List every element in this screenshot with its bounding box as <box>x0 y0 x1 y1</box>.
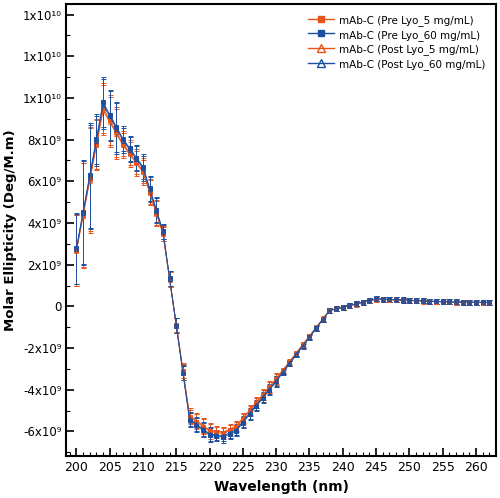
mAb-C (Post Lyo_60 mg/mL) <box>194 421 200 427</box>
mAb-C (Pre Lyo_60 mg/mL) <box>194 422 200 428</box>
mAb-C (Post Lyo_60 mg/mL) <box>206 431 212 437</box>
Line: mAb-C (Post Lyo_5 mg/mL): mAb-C (Post Lyo_5 mg/mL) <box>74 109 491 434</box>
mAb-C (Pre Lyo_5 mg/mL) <box>293 351 299 357</box>
mAb-C (Pre Lyo_60 mg/mL) <box>100 100 106 106</box>
mAb-C (Post Lyo_5 mg/mL) <box>194 417 200 423</box>
mAb-C (Post Lyo_5 mg/mL) <box>280 367 286 373</box>
mAb-C (Pre Lyo_60 mg/mL) <box>220 434 226 440</box>
mAb-C (Post Lyo_60 mg/mL) <box>293 352 299 358</box>
mAb-C (Pre Lyo_5 mg/mL) <box>280 368 286 374</box>
mAb-C (Pre Lyo_60 mg/mL) <box>206 432 212 438</box>
mAb-C (Pre Lyo_60 mg/mL) <box>480 299 486 305</box>
mAb-C (Pre Lyo_5 mg/mL) <box>486 300 492 306</box>
Legend: mAb-C (Pre Lyo_5 mg/mL), mAb-C (Pre Lyo_60 mg/mL), mAb-C (Post Lyo_5 mg/mL), mAb: mAb-C (Pre Lyo_5 mg/mL), mAb-C (Pre Lyo_… <box>302 9 490 75</box>
mAb-C (Post Lyo_5 mg/mL) <box>480 299 486 305</box>
mAb-C (Pre Lyo_5 mg/mL) <box>373 296 379 302</box>
mAb-C (Pre Lyo_60 mg/mL) <box>293 352 299 358</box>
mAb-C (Pre Lyo_60 mg/mL) <box>280 370 286 375</box>
mAb-C (Pre Lyo_60 mg/mL) <box>74 246 80 251</box>
mAb-C (Post Lyo_60 mg/mL) <box>486 299 492 305</box>
mAb-C (Post Lyo_5 mg/mL) <box>220 429 226 435</box>
mAb-C (Post Lyo_5 mg/mL) <box>74 248 80 253</box>
mAb-C (Post Lyo_60 mg/mL) <box>280 369 286 375</box>
mAb-C (Post Lyo_60 mg/mL) <box>480 299 486 305</box>
mAb-C (Post Lyo_5 mg/mL) <box>373 296 379 302</box>
mAb-C (Pre Lyo_5 mg/mL) <box>220 430 226 436</box>
mAb-C (Pre Lyo_5 mg/mL) <box>194 419 200 425</box>
mAb-C (Post Lyo_5 mg/mL) <box>293 350 299 356</box>
mAb-C (Post Lyo_60 mg/mL) <box>74 246 80 252</box>
Y-axis label: Molar Ellipticity (Deg/M.m): Molar Ellipticity (Deg/M.m) <box>4 129 17 331</box>
mAb-C (Pre Lyo_5 mg/mL) <box>206 428 212 434</box>
Line: mAb-C (Pre Lyo_5 mg/mL): mAb-C (Pre Lyo_5 mg/mL) <box>74 107 491 435</box>
mAb-C (Pre Lyo_5 mg/mL) <box>100 106 106 112</box>
mAb-C (Post Lyo_60 mg/mL) <box>100 102 106 108</box>
Line: mAb-C (Post Lyo_60 mg/mL): mAb-C (Post Lyo_60 mg/mL) <box>74 103 491 438</box>
mAb-C (Post Lyo_5 mg/mL) <box>100 108 106 114</box>
mAb-C (Pre Lyo_60 mg/mL) <box>486 299 492 305</box>
mAb-C (Post Lyo_5 mg/mL) <box>486 300 492 306</box>
mAb-C (Pre Lyo_5 mg/mL) <box>74 247 80 253</box>
mAb-C (Post Lyo_5 mg/mL) <box>206 427 212 433</box>
mAb-C (Post Lyo_60 mg/mL) <box>220 433 226 439</box>
mAb-C (Pre Lyo_60 mg/mL) <box>373 296 379 302</box>
mAb-C (Post Lyo_60 mg/mL) <box>373 296 379 302</box>
mAb-C (Pre Lyo_5 mg/mL) <box>480 299 486 305</box>
Line: mAb-C (Pre Lyo_60 mg/mL): mAb-C (Pre Lyo_60 mg/mL) <box>74 101 491 439</box>
X-axis label: Wavelength (nm): Wavelength (nm) <box>214 480 348 494</box>
